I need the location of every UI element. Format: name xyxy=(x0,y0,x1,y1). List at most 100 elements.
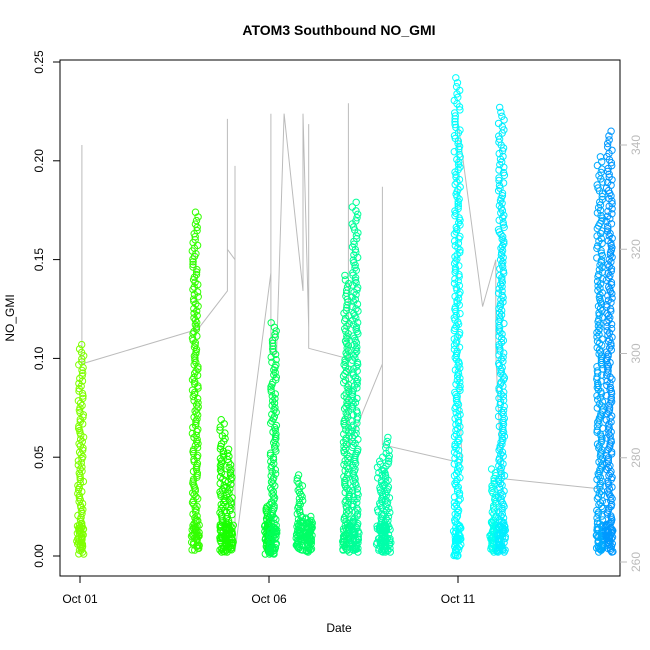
data-point xyxy=(78,355,86,363)
data-point xyxy=(79,505,87,514)
data-point xyxy=(497,108,505,117)
data-point xyxy=(75,539,83,547)
data-point xyxy=(608,294,616,302)
data-point xyxy=(603,212,612,221)
data-point xyxy=(593,440,602,448)
data-point xyxy=(497,311,506,319)
data-point xyxy=(498,235,506,243)
data-point xyxy=(269,397,277,405)
data-point xyxy=(385,494,394,502)
data-point xyxy=(383,547,392,555)
data-point xyxy=(456,495,464,503)
data-point xyxy=(597,438,605,446)
data-point xyxy=(353,415,361,423)
data-point xyxy=(293,474,302,482)
data-point xyxy=(385,454,393,463)
data-point xyxy=(594,510,602,518)
point-column xyxy=(265,319,281,558)
data-point xyxy=(78,543,86,552)
data-point xyxy=(593,404,601,412)
point-column xyxy=(73,340,88,558)
data-point xyxy=(271,535,279,543)
data-point xyxy=(601,523,610,531)
data-point xyxy=(77,382,85,390)
data-point xyxy=(189,467,198,476)
data-point xyxy=(455,343,464,351)
data-point xyxy=(608,210,616,218)
x-tick-label: Oct 01 xyxy=(62,592,98,606)
data-point xyxy=(450,237,459,245)
data-point xyxy=(339,525,348,533)
data-point xyxy=(501,523,509,531)
data-point xyxy=(608,533,617,541)
y2-tick-label: 320 xyxy=(629,239,643,259)
data-point xyxy=(604,225,612,233)
data-point xyxy=(450,341,459,349)
y2-tick-label: 260 xyxy=(629,552,643,572)
data-point xyxy=(452,228,460,236)
data-point xyxy=(603,301,611,309)
data-point xyxy=(453,544,461,552)
data-point xyxy=(456,464,464,472)
data-point xyxy=(456,374,464,382)
data-point xyxy=(594,273,602,281)
data-point xyxy=(455,537,463,545)
data-point xyxy=(384,433,392,442)
y-tick-label: 0.25 xyxy=(32,50,46,74)
data-point xyxy=(352,305,360,313)
data-point xyxy=(605,132,613,140)
data-point xyxy=(498,278,506,286)
data-point xyxy=(74,461,83,469)
data-point xyxy=(348,388,357,396)
data-point xyxy=(452,351,461,360)
data-point xyxy=(597,502,606,511)
data-point xyxy=(340,417,348,426)
data-point xyxy=(603,522,611,530)
data-point xyxy=(456,532,464,540)
data-point xyxy=(350,288,358,296)
data-point xyxy=(266,541,275,549)
x-tick-label: Oct 06 xyxy=(251,592,287,606)
data-point xyxy=(500,116,508,124)
data-point xyxy=(228,510,236,519)
data-point xyxy=(500,269,508,277)
data-point xyxy=(308,531,316,540)
data-point xyxy=(343,322,351,330)
data-point xyxy=(598,190,607,198)
data-point xyxy=(603,227,612,235)
data-point xyxy=(189,510,197,518)
point-column xyxy=(187,208,203,554)
data-point xyxy=(75,345,84,353)
data-point xyxy=(348,502,357,510)
data-point xyxy=(491,521,499,530)
data-point xyxy=(500,349,508,357)
data-point xyxy=(353,384,361,392)
data-point xyxy=(345,428,353,436)
secondary-y-axis: 260 280 300 320 340 xyxy=(620,135,643,572)
data-point xyxy=(342,327,350,335)
data-point xyxy=(499,392,508,400)
data-point xyxy=(226,468,235,477)
data-point xyxy=(499,253,507,262)
data-point xyxy=(603,318,611,326)
data-point xyxy=(451,241,459,250)
data-point xyxy=(193,371,202,380)
data-point xyxy=(596,412,605,420)
data-point xyxy=(296,500,304,509)
data-point xyxy=(593,506,601,515)
data-point xyxy=(608,495,616,503)
data-point xyxy=(497,497,505,505)
data-point xyxy=(381,522,390,530)
data-point xyxy=(304,523,313,531)
data-point xyxy=(340,532,349,540)
data-point xyxy=(348,423,356,431)
data-point xyxy=(451,518,459,526)
data-point xyxy=(348,403,356,411)
data-point xyxy=(601,527,609,535)
data-point xyxy=(228,539,237,548)
data-point xyxy=(379,537,387,545)
data-point xyxy=(352,198,360,207)
data-point xyxy=(498,249,506,257)
data-point xyxy=(227,480,235,489)
data-point xyxy=(455,301,463,309)
